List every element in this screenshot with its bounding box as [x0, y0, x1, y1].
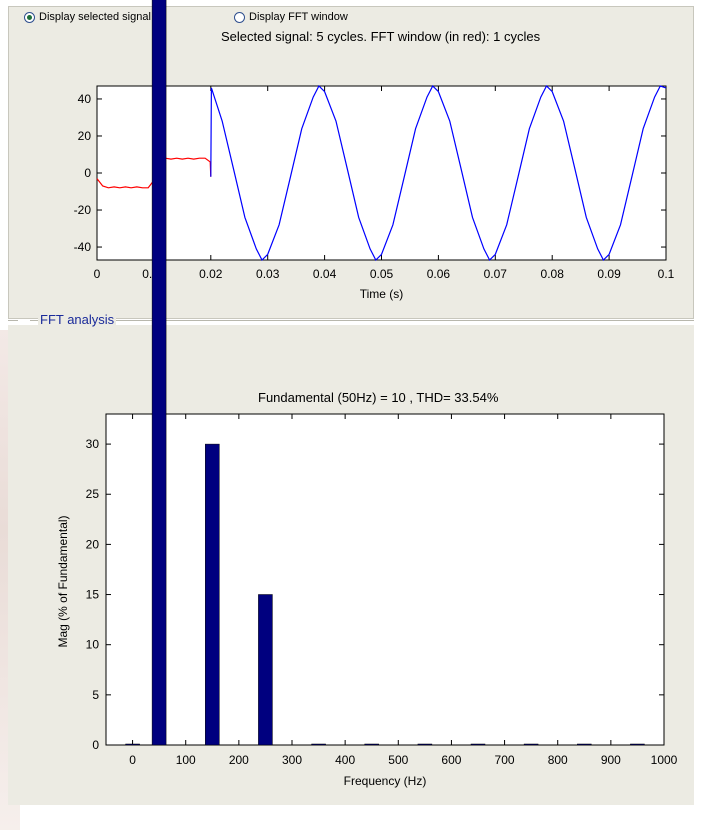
x-tick-label: 700: [495, 753, 515, 767]
fft-bar: [151, 0, 167, 746]
x-tick-label: 300: [282, 753, 302, 767]
fft-plot-title: Fundamental (50Hz) = 10 , THD= 33.54%: [258, 390, 499, 405]
radio-checked-icon: [24, 11, 35, 23]
fft-bar: [258, 594, 273, 746]
fft-plot-area: [105, 413, 665, 746]
x-tick-label: 400: [335, 753, 355, 767]
y-axis-label: Mag (% of Fundamental): [56, 515, 70, 647]
x-tick-label: 900: [601, 753, 621, 767]
x-tick-label: 0.02: [199, 267, 223, 281]
frame-line-left: [8, 320, 18, 321]
fft-bar: [311, 743, 326, 746]
x-tick-label: 0.07: [484, 267, 508, 281]
x-tick-label: 0: [94, 267, 101, 281]
y-tick-label: 0: [84, 166, 91, 180]
radio-label-fft-window: Display FFT window: [249, 11, 348, 23]
x-tick-label: 600: [441, 753, 461, 767]
fft-bar: [205, 443, 220, 746]
x-tick-label: 200: [229, 753, 249, 767]
fft-bar: [125, 743, 140, 746]
signal-plot-area: [96, 85, 667, 261]
x-tick-label: 0.08: [541, 267, 565, 281]
x-tick-label: 100: [176, 753, 196, 767]
radio-label-selected-signal: Display selected signal: [39, 11, 151, 23]
y-tick-label: 30: [86, 437, 100, 451]
frame-line: [30, 320, 694, 321]
y-tick-label: 15: [86, 588, 100, 602]
radio-display-selected-signal[interactable]: Display selected signal: [24, 11, 151, 23]
signal-plot-title: Selected signal: 5 cycles. FFT window (i…: [221, 29, 541, 44]
y-tick-label: 25: [86, 487, 100, 501]
y-tick-label: -20: [74, 203, 92, 217]
x-tick-label: 1000: [651, 753, 678, 767]
fft-bar: [470, 743, 486, 746]
fft-frame-label: FFT analysis: [38, 312, 117, 327]
y-tick-label: 0: [92, 738, 99, 752]
fft-bar: [364, 743, 379, 746]
x-tick-label: 0.03: [256, 267, 280, 281]
fft-bar: [577, 743, 592, 746]
radio-display-fft-window[interactable]: Display FFT window: [234, 11, 348, 23]
signal-series-line: [210, 85, 667, 261]
y-tick-label: 5: [92, 688, 99, 702]
fft-bar: [630, 743, 645, 746]
x-axis-label: Frequency (Hz): [344, 774, 427, 788]
y-tick-label: 40: [78, 92, 92, 106]
x-tick-label: 800: [548, 753, 568, 767]
y-tick-label: -40: [74, 240, 92, 254]
y-tick-label: 10: [86, 638, 100, 652]
x-tick-label: 0.05: [370, 267, 394, 281]
x-tick-label: 0.06: [427, 267, 451, 281]
x-tick-label: 500: [388, 753, 408, 767]
radio-unchecked-icon: [234, 11, 245, 23]
x-tick-label: 0.1: [658, 267, 675, 281]
x-axis-label: Time (s): [360, 287, 404, 301]
y-tick-label: 20: [86, 537, 100, 551]
fft-bar: [417, 743, 433, 746]
fft-bar: [523, 743, 539, 746]
x-tick-label: 0.04: [313, 267, 337, 281]
y-tick-label: 20: [78, 129, 92, 143]
x-tick-label: 0.09: [597, 267, 621, 281]
x-tick-label: 0: [129, 753, 136, 767]
